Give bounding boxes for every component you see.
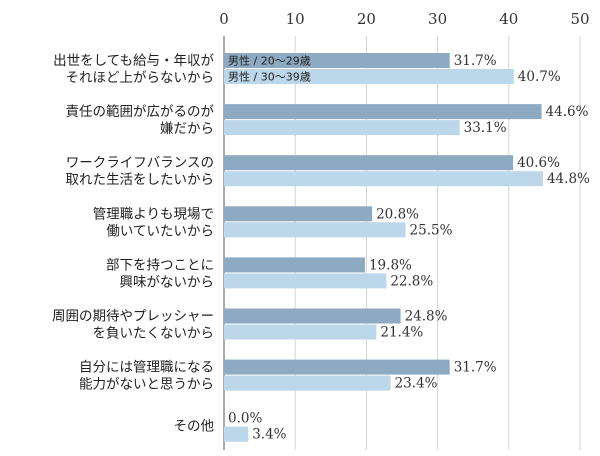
category-label: ワークライフバランスの: [66, 155, 214, 171]
data-label: 24.8%: [405, 309, 448, 325]
bar: [224, 69, 514, 84]
data-label: 40.7%: [518, 69, 561, 85]
bar: [224, 375, 391, 391]
legend-label: 男性 / 20〜29歳: [228, 54, 311, 68]
data-label: 44.6%: [546, 104, 589, 120]
x-tick-label: 0: [219, 10, 229, 28]
data-label: 23.4%: [395, 376, 438, 392]
category-label: 自分には管理職になる: [79, 360, 214, 376]
data-label: 31.7%: [454, 360, 497, 376]
category-label: 責任の範囲が広がるのが: [66, 104, 215, 120]
bar: [224, 155, 514, 171]
x-tick-label: 30: [428, 10, 447, 28]
bar: [224, 359, 450, 375]
data-label: 19.8%: [369, 257, 412, 273]
data-label: 40.6%: [517, 155, 560, 171]
bar: [224, 426, 249, 442]
bar: [224, 257, 365, 273]
legend-label: 男性 / 30〜39歳: [228, 70, 311, 84]
category-label: それほど上がらないから: [66, 70, 215, 86]
bar: [224, 324, 377, 340]
data-label: 21.4%: [380, 325, 423, 341]
data-label: 20.8%: [376, 206, 419, 222]
data-label: 22.8%: [390, 273, 433, 289]
category-label: 嫌だから: [160, 121, 214, 137]
data-label: 0.0%: [228, 411, 262, 427]
category-label: 能力がないと思うから: [79, 377, 214, 393]
bar: [224, 171, 543, 187]
data-label: 44.8%: [547, 171, 590, 187]
category-label: 興味がないから: [120, 274, 215, 290]
x-tick-label: 20: [357, 10, 376, 28]
bar: [224, 273, 387, 289]
category-label: 取れた生活をしたいから: [66, 172, 215, 188]
data-label: 25.5%: [410, 222, 453, 238]
x-tick-label: 40: [499, 10, 518, 28]
category-label: その他: [174, 419, 215, 435]
bar: [224, 308, 401, 324]
category-label: 出世をしても給与・年収が: [53, 53, 214, 69]
bar: [224, 120, 460, 136]
data-label: 3.4%: [252, 427, 286, 443]
category-label: 働いていたいから: [106, 223, 214, 239]
category-label: を負いたくないから: [93, 326, 215, 342]
data-label: 33.1%: [464, 120, 507, 136]
data-label: 31.7%: [454, 53, 497, 69]
bar: [224, 53, 450, 68]
category-label: 周囲の期待やプレッシャー: [52, 309, 214, 325]
bar: [224, 206, 373, 222]
x-tick-label: 50: [570, 10, 589, 28]
category-label: 部下を持つことに: [106, 257, 214, 273]
bar: [224, 222, 406, 238]
x-tick-label: 10: [286, 10, 305, 28]
category-label: 管理職よりも現場で: [93, 206, 214, 222]
bar: [224, 104, 542, 120]
